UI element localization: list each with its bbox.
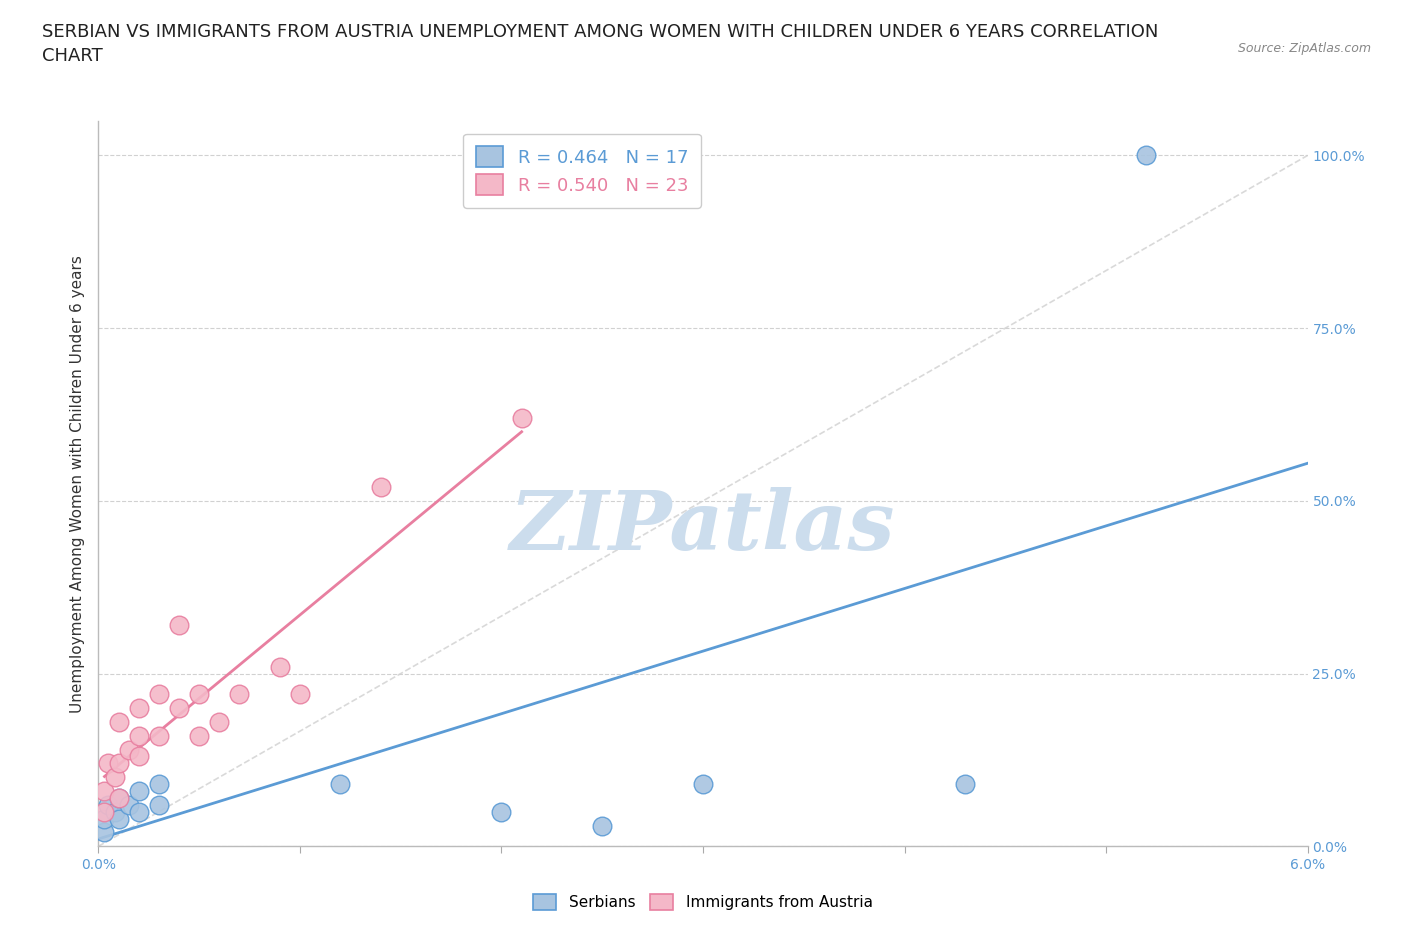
Point (269, 659, 291, 674)
Point (692, 777, 714, 791)
Point (97, 797, 120, 812)
Point (208, 714, 231, 729)
Point (370, 480, 392, 495)
Point (491, 804, 513, 819)
Point (510, 410, 533, 425)
Point (953, 777, 976, 791)
Text: ZIPatlas: ZIPatlas (510, 487, 896, 567)
Point (148, 687, 170, 702)
Point (93, 804, 115, 819)
Point (128, 749, 150, 764)
Point (148, 777, 170, 791)
Point (148, 797, 170, 812)
Point (107, 811, 129, 826)
Point (93, 825, 115, 840)
Point (93, 811, 115, 826)
Point (288, 687, 311, 702)
Point (167, 618, 190, 632)
Text: Source: ZipAtlas.com: Source: ZipAtlas.com (1237, 42, 1371, 55)
Legend: R = 0.464   N = 17, R = 0.540   N = 23: R = 0.464 N = 17, R = 0.540 N = 23 (464, 134, 700, 207)
Point (103, 804, 125, 819)
Legend: Serbians, Immigrants from Austria: Serbians, Immigrants from Austria (526, 886, 880, 918)
Y-axis label: Unemployment Among Women with Children Under 6 years: Unemployment Among Women with Children U… (69, 255, 84, 712)
Point (107, 714, 129, 729)
Point (107, 756, 129, 771)
Point (188, 728, 211, 743)
Point (97, 756, 120, 771)
Point (118, 797, 141, 812)
Point (107, 790, 129, 805)
Point (128, 804, 150, 819)
Point (1135, 148, 1157, 163)
Point (188, 687, 211, 702)
Point (103, 770, 125, 785)
Point (167, 700, 190, 715)
Point (128, 700, 150, 715)
Point (228, 687, 250, 702)
Point (128, 728, 150, 743)
Point (128, 784, 150, 799)
Text: SERBIAN VS IMMIGRANTS FROM AUSTRIA UNEMPLOYMENT AMONG WOMEN WITH CHILDREN UNDER : SERBIAN VS IMMIGRANTS FROM AUSTRIA UNEMP… (42, 23, 1159, 65)
Point (107, 790, 129, 805)
Point (93, 784, 115, 799)
Point (148, 728, 170, 743)
Point (591, 818, 613, 833)
Point (329, 777, 352, 791)
Point (118, 742, 141, 757)
